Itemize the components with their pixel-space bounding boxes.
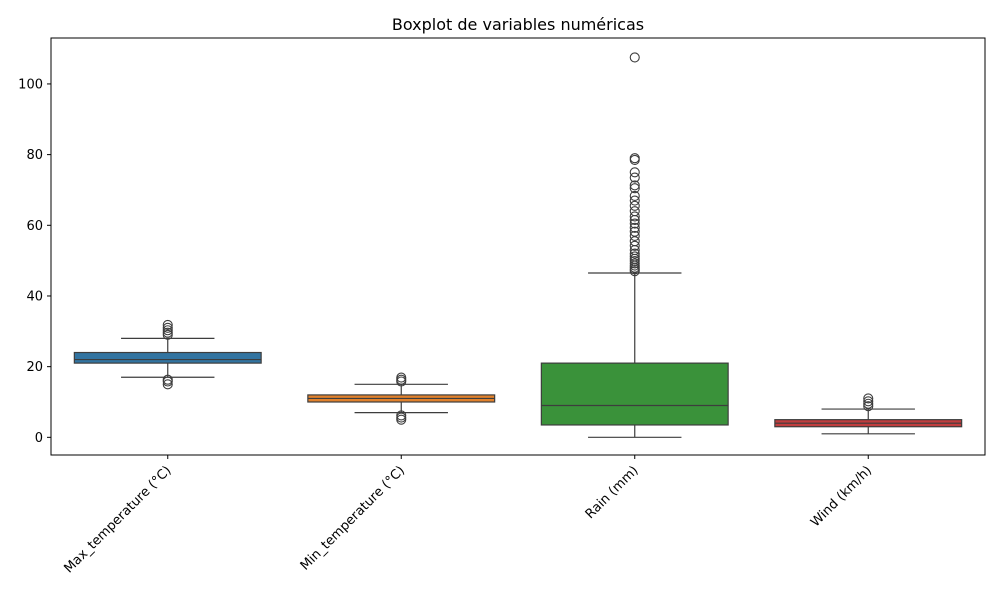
- chart-title: Boxplot de variables numéricas: [392, 15, 644, 34]
- outlier-point: [162, 327, 173, 338]
- outlier-point: [629, 190, 640, 202]
- outlier-point: [396, 412, 407, 423]
- outlier-point: [629, 211, 640, 222]
- outlier-point: [162, 322, 173, 333]
- box-body: [540, 362, 729, 426]
- outlier-point: [162, 374, 173, 385]
- outlier-point: [396, 410, 407, 421]
- outlier-point: [629, 172, 640, 183]
- outlier-point: [162, 325, 173, 336]
- box-2: [540, 52, 729, 438]
- x-tick-label: Min_temperature (°C): [298, 463, 408, 573]
- y-tick-label: 40: [26, 289, 43, 304]
- y-axis: 0 20 40 60 80 100: [18, 77, 51, 446]
- plot-frame: [50, 37, 986, 456]
- outlier-point: [629, 167, 640, 178]
- outlier-point: [629, 230, 640, 241]
- outlier-point: [863, 393, 874, 404]
- outlier-point: [863, 398, 874, 409]
- outlier-point: [629, 200, 640, 211]
- box-body: [73, 351, 262, 364]
- outlier-point: [629, 180, 640, 191]
- y-tick-label: 100: [18, 77, 43, 92]
- x-tick-label: Rain (mm): [583, 463, 642, 522]
- outlier-point: [162, 379, 173, 390]
- outlier-point: [629, 240, 640, 251]
- outlier-point: [629, 248, 640, 259]
- y-tick-label: 0: [35, 431, 43, 446]
- outlier-point: [629, 195, 640, 206]
- box-1: [307, 372, 496, 425]
- y-tick-label: 20: [26, 360, 43, 375]
- box-0: [73, 319, 262, 390]
- outlier-point: [629, 153, 640, 164]
- outlier-point: [629, 226, 640, 237]
- outlier-point: [629, 52, 640, 63]
- plot-area: [50, 37, 986, 456]
- outlier-point: [629, 183, 640, 194]
- outlier-point: [396, 372, 407, 383]
- outlier-point: [629, 258, 640, 269]
- box-3: [774, 393, 963, 435]
- outlier-point: [162, 319, 173, 331]
- y-tick-label: 80: [26, 148, 43, 163]
- outlier-point: [629, 206, 640, 217]
- outlier-point: [629, 222, 640, 233]
- x-axis: Max_temperature (°C) Min_temperature (°C)…: [61, 455, 875, 576]
- x-tick-label: Max_temperature (°C): [61, 463, 174, 576]
- y-tick-label: 60: [26, 219, 43, 234]
- outlier-point: [863, 396, 874, 407]
- outlier-point: [863, 401, 874, 412]
- outlier-point: [629, 251, 640, 262]
- x-tick-label: Wind (km/h): [808, 463, 875, 530]
- outlier-point: [629, 218, 640, 229]
